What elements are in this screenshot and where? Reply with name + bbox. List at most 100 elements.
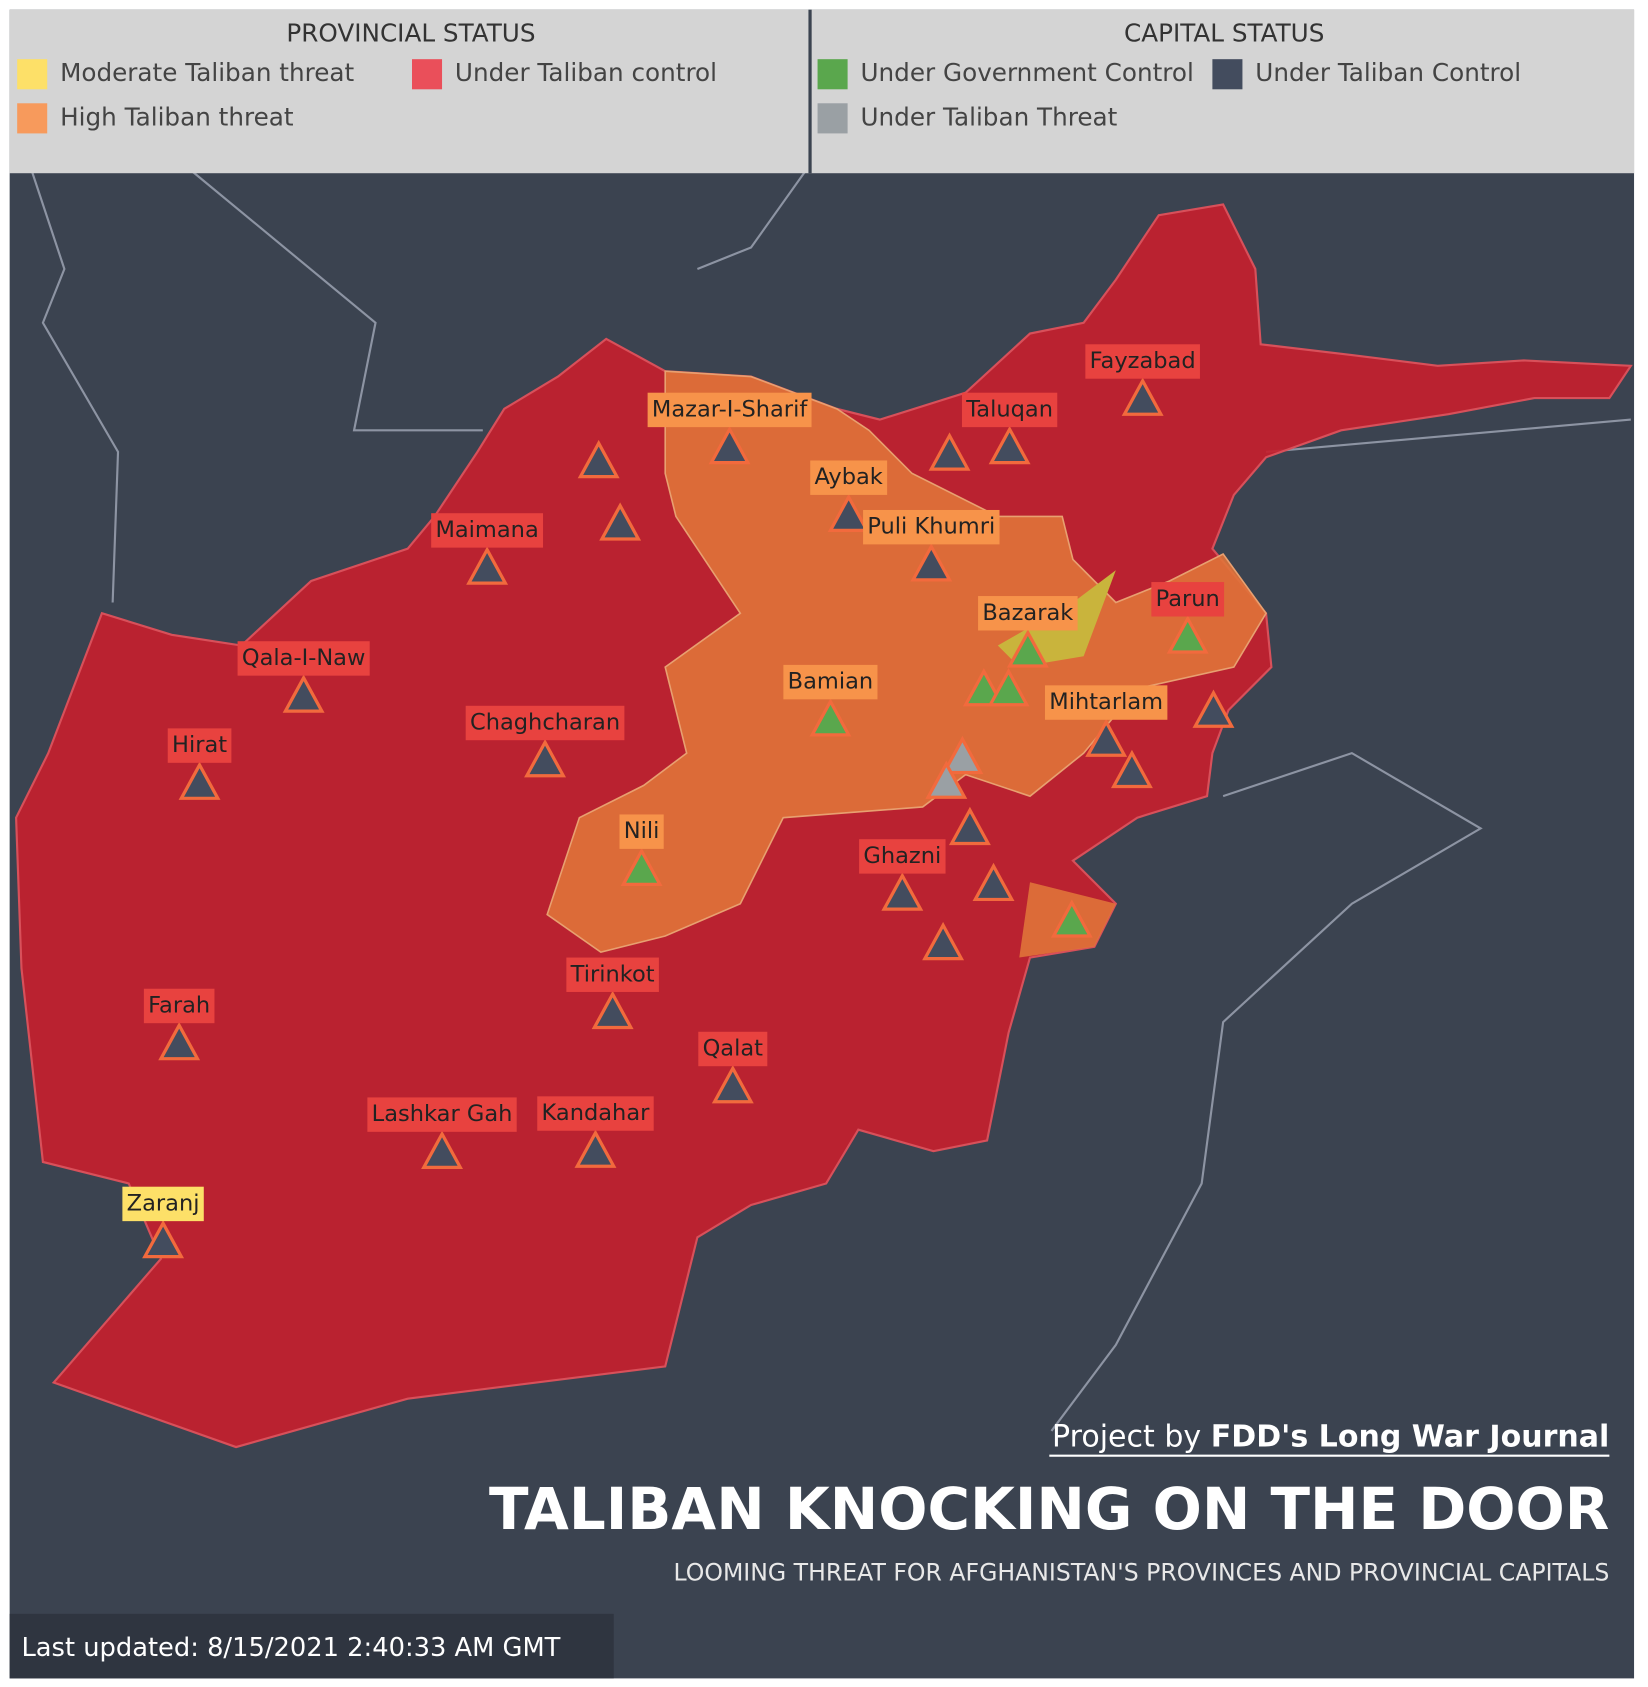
capital-marker [972,862,1015,902]
capital-marker [1085,718,1128,757]
province-taliban-control [15,203,1633,1449]
capital-marker [466,546,509,585]
capital-label-bg [465,705,625,741]
credit-source[interactable]: FDD's Long War Journal [1211,1419,1610,1454]
border [696,171,806,270]
credit-prefix: Project by [1052,1419,1201,1454]
capital-marker [708,425,751,465]
capital-marker [928,432,971,471]
capital-label-bg [566,957,659,992]
capital-label-bg [1085,344,1200,379]
capital-label: Zaranj [127,1190,200,1216]
capital-label: Nili [624,818,660,844]
legend-swatch [817,103,848,134]
capital-label: Farah [148,992,210,1018]
capital-label: Puli Khumri [867,514,995,540]
legend-label: High Taliban threat [60,102,294,131]
credit: Project by FDD's Long War Journal [1052,1419,1609,1454]
capital-label: Chaghcharan [470,709,620,735]
legend-title: PROVINCIAL STATUS [286,18,535,47]
capital-label-bg [1151,582,1225,617]
legend-title: CAPITAL STATUS [1124,18,1324,47]
capital-marker [178,761,221,800]
capital-marker [941,735,984,775]
capital-label: Tirinkot [570,961,655,987]
capital-label-bg [978,596,1078,631]
capital-label-bg [537,1096,654,1131]
capital-label-bg [783,664,878,700]
legend-label: Under Taliban control [455,58,717,87]
capital-marker [574,1129,617,1168]
capital-marker [925,760,968,799]
capital-marker [987,668,1030,707]
border [31,171,120,603]
legend-label: Under Taliban Threat [860,102,1117,131]
capital-label: Parun [1156,586,1220,612]
capital-label-bg [863,509,1000,545]
border [1050,751,1483,1432]
capital-label: Bazarak [982,600,1073,626]
capital-label: Qala-I-Naw [242,645,366,671]
capital-marker [1050,899,1093,938]
capital-marker [282,674,325,713]
capital-marker [620,847,663,886]
capital-marker [962,668,1005,707]
capital-label: Mazar-I-Sharif [652,396,808,422]
capital-label-bg [859,839,946,874]
capital-marker [1192,689,1235,728]
capital-label: Lashkar Gah [372,1101,513,1127]
capital-label: Ghazni [863,843,941,869]
legend: PROVINCIAL STATUS Moderate Taliban threat… [17,18,1521,134]
capital-label: Bamian [788,669,874,695]
capital-marker [577,439,620,479]
capital-marker [809,698,852,737]
capital-label: Maimana [435,517,538,543]
capital-label-bg [237,641,370,676]
capital-label-bg [122,1186,204,1222]
border [1265,418,1631,453]
capital-marker [524,739,566,778]
capital-marker [158,1021,201,1061]
capital-marker [1121,377,1164,416]
capital-marker [591,990,634,1030]
capital-marker [711,1065,754,1104]
capital-marker [1006,629,1049,668]
markers [142,377,1235,1259]
border [192,171,483,432]
legend-swatch [17,59,48,90]
legend-swatch [17,103,48,134]
capital-marker [142,1219,185,1259]
capital-label-bg [431,513,544,548]
last-updated: Last updated: 8/15/2021 2:40:33 AM GMT [21,1633,560,1663]
capital-label-bg [167,728,232,763]
legend-label: Under Government Control [860,58,1193,87]
capital-label: Fayzabad [1090,348,1196,374]
capital-label-bg [698,1031,768,1067]
capital-marker [922,921,965,961]
capital-marker [827,493,870,533]
capital-label-bg [143,988,215,1024]
capital-label-bg [810,460,888,495]
capital-marker [881,872,924,911]
subtitle: LOOMING THREAT FOR AFGHANISTAN'S PROVINC… [674,1559,1610,1587]
legend-swatch [1212,59,1243,90]
capital-label: Mihtarlam [1049,689,1163,715]
legend-swatch [817,59,848,90]
legend-swatch [412,59,443,90]
capital-label-bg [367,1097,517,1132]
borders [31,171,1631,1432]
title: TALIBAN KNOCKING ON THE DOOR [489,1475,1609,1543]
capital-label-bg [619,814,664,849]
capital-label: Aybak [815,464,883,490]
capital-labels: Fayzabad Taluqan Mazar-I-Sharif Aybak Puli K… [122,344,1225,1222]
capital-marker [421,1130,463,1169]
capital-marker [988,425,1031,465]
capital-label-bg [961,392,1058,428]
capital-marker [948,806,991,846]
capital-label: Qalat [703,1035,764,1061]
legend-label: Under Taliban Control [1255,58,1521,87]
capital-label-bg [1044,685,1168,720]
footer-box [9,1613,614,1679]
